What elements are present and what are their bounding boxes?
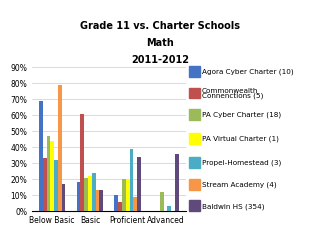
Bar — [115, 195, 118, 211]
Bar — [77, 182, 81, 211]
Bar — [96, 190, 100, 211]
Bar — [167, 206, 171, 211]
Bar — [137, 157, 141, 211]
Bar — [92, 173, 96, 211]
Bar — [58, 85, 62, 211]
Bar — [88, 176, 92, 211]
Text: Grade 11 vs. Charter Schools: Grade 11 vs. Charter Schools — [80, 21, 240, 31]
Bar — [122, 179, 126, 211]
Bar — [62, 184, 65, 211]
Text: Stream Academy (4): Stream Academy (4) — [202, 181, 276, 188]
Bar — [118, 202, 122, 211]
Bar — [43, 158, 46, 211]
Bar — [130, 149, 133, 211]
Text: Commonwealth: Commonwealth — [202, 88, 258, 94]
Bar — [81, 114, 84, 211]
Bar — [50, 141, 54, 211]
Bar — [46, 136, 50, 211]
Bar — [54, 160, 58, 211]
Text: Math: Math — [146, 38, 174, 48]
Bar — [126, 179, 130, 211]
Text: Agora Cyber Charter (10): Agora Cyber Charter (10) — [202, 69, 293, 75]
Bar — [100, 190, 103, 211]
Text: Connenctions (5): Connenctions (5) — [202, 93, 263, 99]
Bar — [133, 197, 137, 211]
Bar — [160, 192, 164, 211]
Text: PA Virtual Charter (1): PA Virtual Charter (1) — [202, 136, 278, 143]
Bar — [84, 178, 88, 211]
Text: 2011-2012: 2011-2012 — [131, 55, 189, 65]
Text: Baldwin HS (354): Baldwin HS (354) — [202, 203, 264, 210]
Text: Propel-Homestead (3): Propel-Homestead (3) — [202, 160, 281, 167]
Text: PA Cyber Charter (18): PA Cyber Charter (18) — [202, 112, 281, 119]
Bar — [39, 101, 43, 211]
Bar — [175, 154, 179, 211]
